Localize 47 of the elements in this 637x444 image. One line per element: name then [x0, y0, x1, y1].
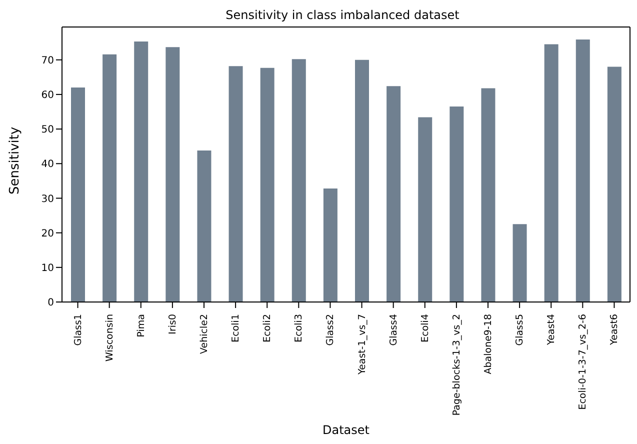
x-tick-label: Ecoli1	[230, 314, 242, 342]
y-tick-label: 10	[41, 262, 54, 274]
bar	[607, 66, 622, 302]
y-tick-label: 0	[48, 298, 54, 309]
x-tick-label: Ecoli3	[294, 314, 305, 342]
x-tick-label: Page-blocks-1-3_vs_2	[451, 314, 462, 416]
bar	[544, 44, 558, 302]
x-tick-label: Glass5	[514, 314, 526, 346]
bar	[197, 150, 212, 302]
bar	[386, 86, 401, 302]
x-tick-label: Yeast4	[546, 314, 558, 346]
x-tick-label: Glass1	[72, 314, 84, 346]
x-tick-label: Vehicle2	[199, 314, 210, 354]
y-tick-label: 30	[41, 194, 54, 205]
bar	[450, 106, 464, 302]
y-tick-label: 60	[41, 90, 54, 102]
bar	[481, 88, 496, 302]
bar	[102, 54, 117, 302]
x-tick-label: Abalone9-18	[483, 314, 494, 374]
x-tick-label: Yeast6	[609, 314, 620, 346]
bar	[166, 47, 180, 302]
bar	[228, 66, 243, 302]
y-tick-label: 50	[41, 124, 54, 136]
bar	[418, 117, 432, 302]
y-tick-label: 20	[41, 228, 54, 240]
x-axis-title: Dataset	[322, 423, 370, 437]
x-tick-label: Wisconsin	[104, 314, 116, 362]
bar	[355, 60, 369, 302]
y-tick-label: 40	[41, 159, 54, 170]
y-tick-label: 70	[41, 55, 54, 66]
x-tick-label: Ecoli-0-1-3-7_vs_2-6	[578, 314, 589, 410]
x-tick-label: Iris0	[167, 314, 178, 334]
chart-title: Sensitivity in class imbalanced dataset	[224, 8, 460, 24]
x-tick-label: Yeast-1_vs_7	[356, 314, 368, 376]
x-tick-label: Glass4	[388, 314, 400, 346]
bar	[292, 59, 306, 302]
x-tick-label: Ecoli2	[262, 314, 274, 342]
y-axis-title: Sensitivity	[8, 126, 23, 194]
bar	[71, 88, 85, 302]
bar	[512, 224, 527, 302]
bar	[134, 42, 148, 302]
bar	[260, 68, 274, 302]
bar	[576, 39, 590, 302]
x-tick-label: Glass2	[325, 314, 336, 346]
x-tick-label: Ecoli4	[420, 314, 431, 342]
x-tick-label: Pima	[136, 314, 147, 338]
bar	[323, 188, 338, 302]
